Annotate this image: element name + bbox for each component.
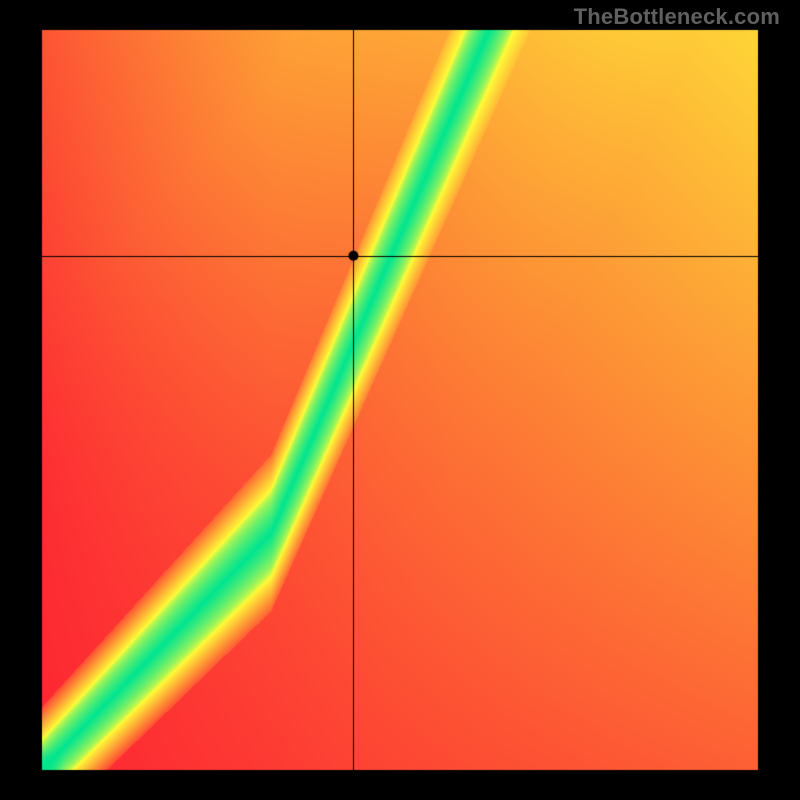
heatmap-canvas [0,0,800,800]
watermark-text: TheBottleneck.com [574,4,780,30]
chart-container: TheBottleneck.com [0,0,800,800]
